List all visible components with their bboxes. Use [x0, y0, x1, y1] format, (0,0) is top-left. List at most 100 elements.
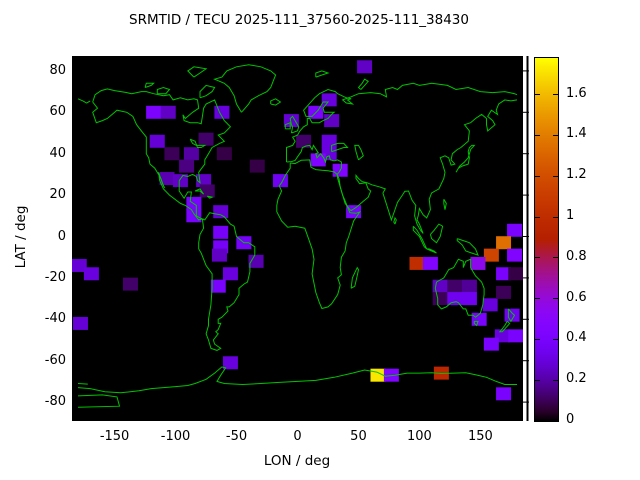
heatmap-cell: [213, 225, 229, 239]
y-tick-label: -20: [44, 269, 66, 285]
y-tick-label: 80: [49, 62, 66, 78]
coastline-path: [289, 115, 300, 134]
x-tick-label: -50: [225, 429, 248, 444]
colorbar-tick-mark: [535, 257, 540, 259]
coastline-path: [199, 84, 216, 99]
heatmap-cell: [471, 312, 487, 326]
heatmap-cell: [296, 134, 312, 148]
heatmap-cells: [72, 60, 523, 401]
coastline-path: [393, 216, 397, 225]
coastline-path: [144, 82, 155, 88]
coastline-path: [429, 223, 444, 244]
heatmap-cell: [72, 316, 88, 330]
heatmap-cell: [216, 147, 232, 161]
x-tick-label: 50: [350, 429, 367, 444]
colorbar-tick-label: 0.8: [566, 248, 587, 264]
heatmap-cell: [198, 132, 214, 146]
coastline-path: [350, 266, 360, 289]
heatmap-cell: [183, 147, 199, 161]
colorbar-tick-mark: [535, 134, 540, 136]
colorbar-tick-mark: [553, 338, 558, 340]
heatmap-cell: [83, 267, 99, 281]
heatmap-cell: [461, 292, 477, 306]
heatmap-cell: [409, 256, 425, 270]
coastline-path: [455, 144, 476, 173]
coastline-path: [286, 82, 518, 162]
coastline-path: [498, 321, 511, 333]
colorbar: [534, 57, 559, 422]
colorbar-tick-mark: [535, 298, 540, 300]
heatmap-cell: [159, 172, 175, 186]
heatmap-cell: [422, 256, 438, 270]
heatmap-cell: [310, 153, 326, 167]
y-tick-label: -80: [44, 394, 66, 410]
colorbar-tick-mark: [553, 94, 558, 96]
heatmap-cell: [432, 279, 448, 293]
coastline-path: [426, 248, 437, 254]
colorbar-tick-mark: [553, 379, 558, 381]
coastline-path: [213, 64, 277, 113]
colorbar-tick-mark: [535, 175, 540, 177]
y-tick-label: -40: [44, 311, 66, 327]
coastline-path: [276, 159, 361, 310]
coastline-path: [331, 142, 349, 153]
coastline-path: [77, 394, 121, 408]
colorbar-tick-label: 1.2: [566, 167, 587, 183]
coastline-path: [92, 88, 232, 221]
heatmap-cell: [160, 105, 176, 119]
coastline-path: [354, 144, 364, 161]
heatmap-cell: [211, 248, 227, 262]
heatmap-cell: [248, 254, 264, 268]
colorbar-tick-label: 0.2: [566, 371, 587, 387]
heatmap-cell: [122, 277, 138, 291]
plot-area: [72, 56, 523, 421]
colorbar-tick-mark: [553, 216, 558, 218]
colorbar-tick-label: 0.6: [566, 289, 587, 305]
heatmap-cell: [470, 256, 486, 270]
coastline-path: [77, 366, 517, 394]
coastline-path: [270, 98, 282, 106]
x-tick-label: -100: [160, 429, 191, 444]
heatmap-cell: [249, 159, 265, 173]
colorbar-tick-label: 0: [566, 412, 575, 427]
coastline-path: [284, 121, 291, 130]
heatmap-cell: [496, 387, 512, 401]
heatmap-cell: [496, 285, 512, 299]
heatmap-cell: [186, 209, 202, 223]
heatmap-cell: [508, 329, 523, 343]
colorbar-tick-mark: [535, 338, 540, 340]
x-tick-label: 150: [467, 429, 493, 444]
heatmap-cell: [447, 292, 463, 306]
x-tick-label: 100: [407, 429, 432, 444]
colorbar-tick-label: 0.4: [566, 330, 587, 346]
coastline-path: [315, 70, 330, 78]
y-tick-label: 60: [49, 104, 66, 120]
heatmap-cell: [172, 174, 188, 188]
heatmap-cell: [483, 337, 499, 351]
coastline-path: [412, 225, 428, 250]
heatmap-cell: [222, 267, 238, 281]
heatmap-cell: [507, 248, 523, 262]
colorbar-tick-label: 1.4: [566, 126, 587, 142]
coastline-path: [443, 198, 447, 210]
coastline-path: [206, 195, 214, 199]
heatmap-cell: [447, 279, 463, 293]
heatmap-cell: [213, 205, 229, 219]
coastline-path: [286, 99, 518, 234]
coastlines: [77, 64, 518, 408]
coastline-path: [187, 66, 208, 78]
colorbar-tick-mark: [535, 379, 540, 381]
heatmap-cell: [507, 223, 523, 237]
colorbar-tick-mark: [553, 298, 558, 300]
colorbar-tick-mark: [553, 134, 558, 136]
coastline-path: [194, 188, 205, 195]
heatmap-cell: [321, 93, 337, 107]
coastline-path: [434, 258, 485, 318]
colorbar-tick-label: 1.6: [566, 85, 587, 101]
x-tick-label: 0: [293, 429, 302, 444]
y-tick-label: 40: [49, 145, 66, 161]
heatmap-cell: [149, 134, 165, 148]
coastline-path: [357, 78, 369, 90]
heatmap-cell: [146, 105, 162, 119]
coastline-path: [198, 212, 256, 351]
